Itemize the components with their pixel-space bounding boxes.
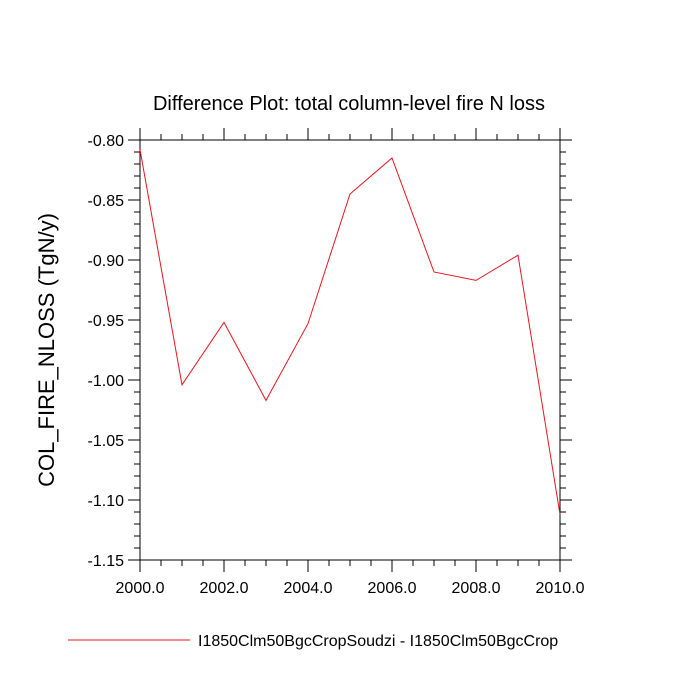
y-tick-label: -1.05 xyxy=(88,433,125,450)
y-tick-label: -0.95 xyxy=(88,313,125,330)
plot-frame xyxy=(139,139,561,561)
legend-label: I1850Clm50BgcCropSoudzi - I1850Clm50BgcC… xyxy=(198,633,558,650)
x-tick-label: 2010.0 xyxy=(536,580,585,597)
chart-title: Difference Plot: total column-level fire… xyxy=(153,93,545,115)
x-tick-label: 2002.0 xyxy=(200,580,249,597)
data-series xyxy=(139,149,561,515)
y-tick-label: -0.80 xyxy=(88,133,125,150)
y-tick-label: -0.85 xyxy=(88,193,125,210)
legend: I1850Clm50BgcCropSoudzi - I1850Clm50BgcC… xyxy=(68,633,558,650)
y-tick-label: -0.90 xyxy=(88,253,125,270)
y-tick-label: -1.15 xyxy=(88,553,125,570)
y-tick-label: -1.00 xyxy=(88,373,125,390)
series-line xyxy=(139,149,561,515)
y-tick-label: -1.10 xyxy=(88,493,125,510)
x-tick-label: 2006.0 xyxy=(368,580,417,597)
axis-ticks: 2000.0 2002.0 2004.0 2006.0 2008.0 2010.0 -0.8… xyxy=(88,128,585,597)
y-axis-label: COL_FIRE_NLOSS (TgN/y) xyxy=(34,213,59,487)
x-tick-label: 2000.0 xyxy=(116,580,165,597)
x-tick-label: 2004.0 xyxy=(284,580,333,597)
x-tick-label: 2008.0 xyxy=(452,580,501,597)
